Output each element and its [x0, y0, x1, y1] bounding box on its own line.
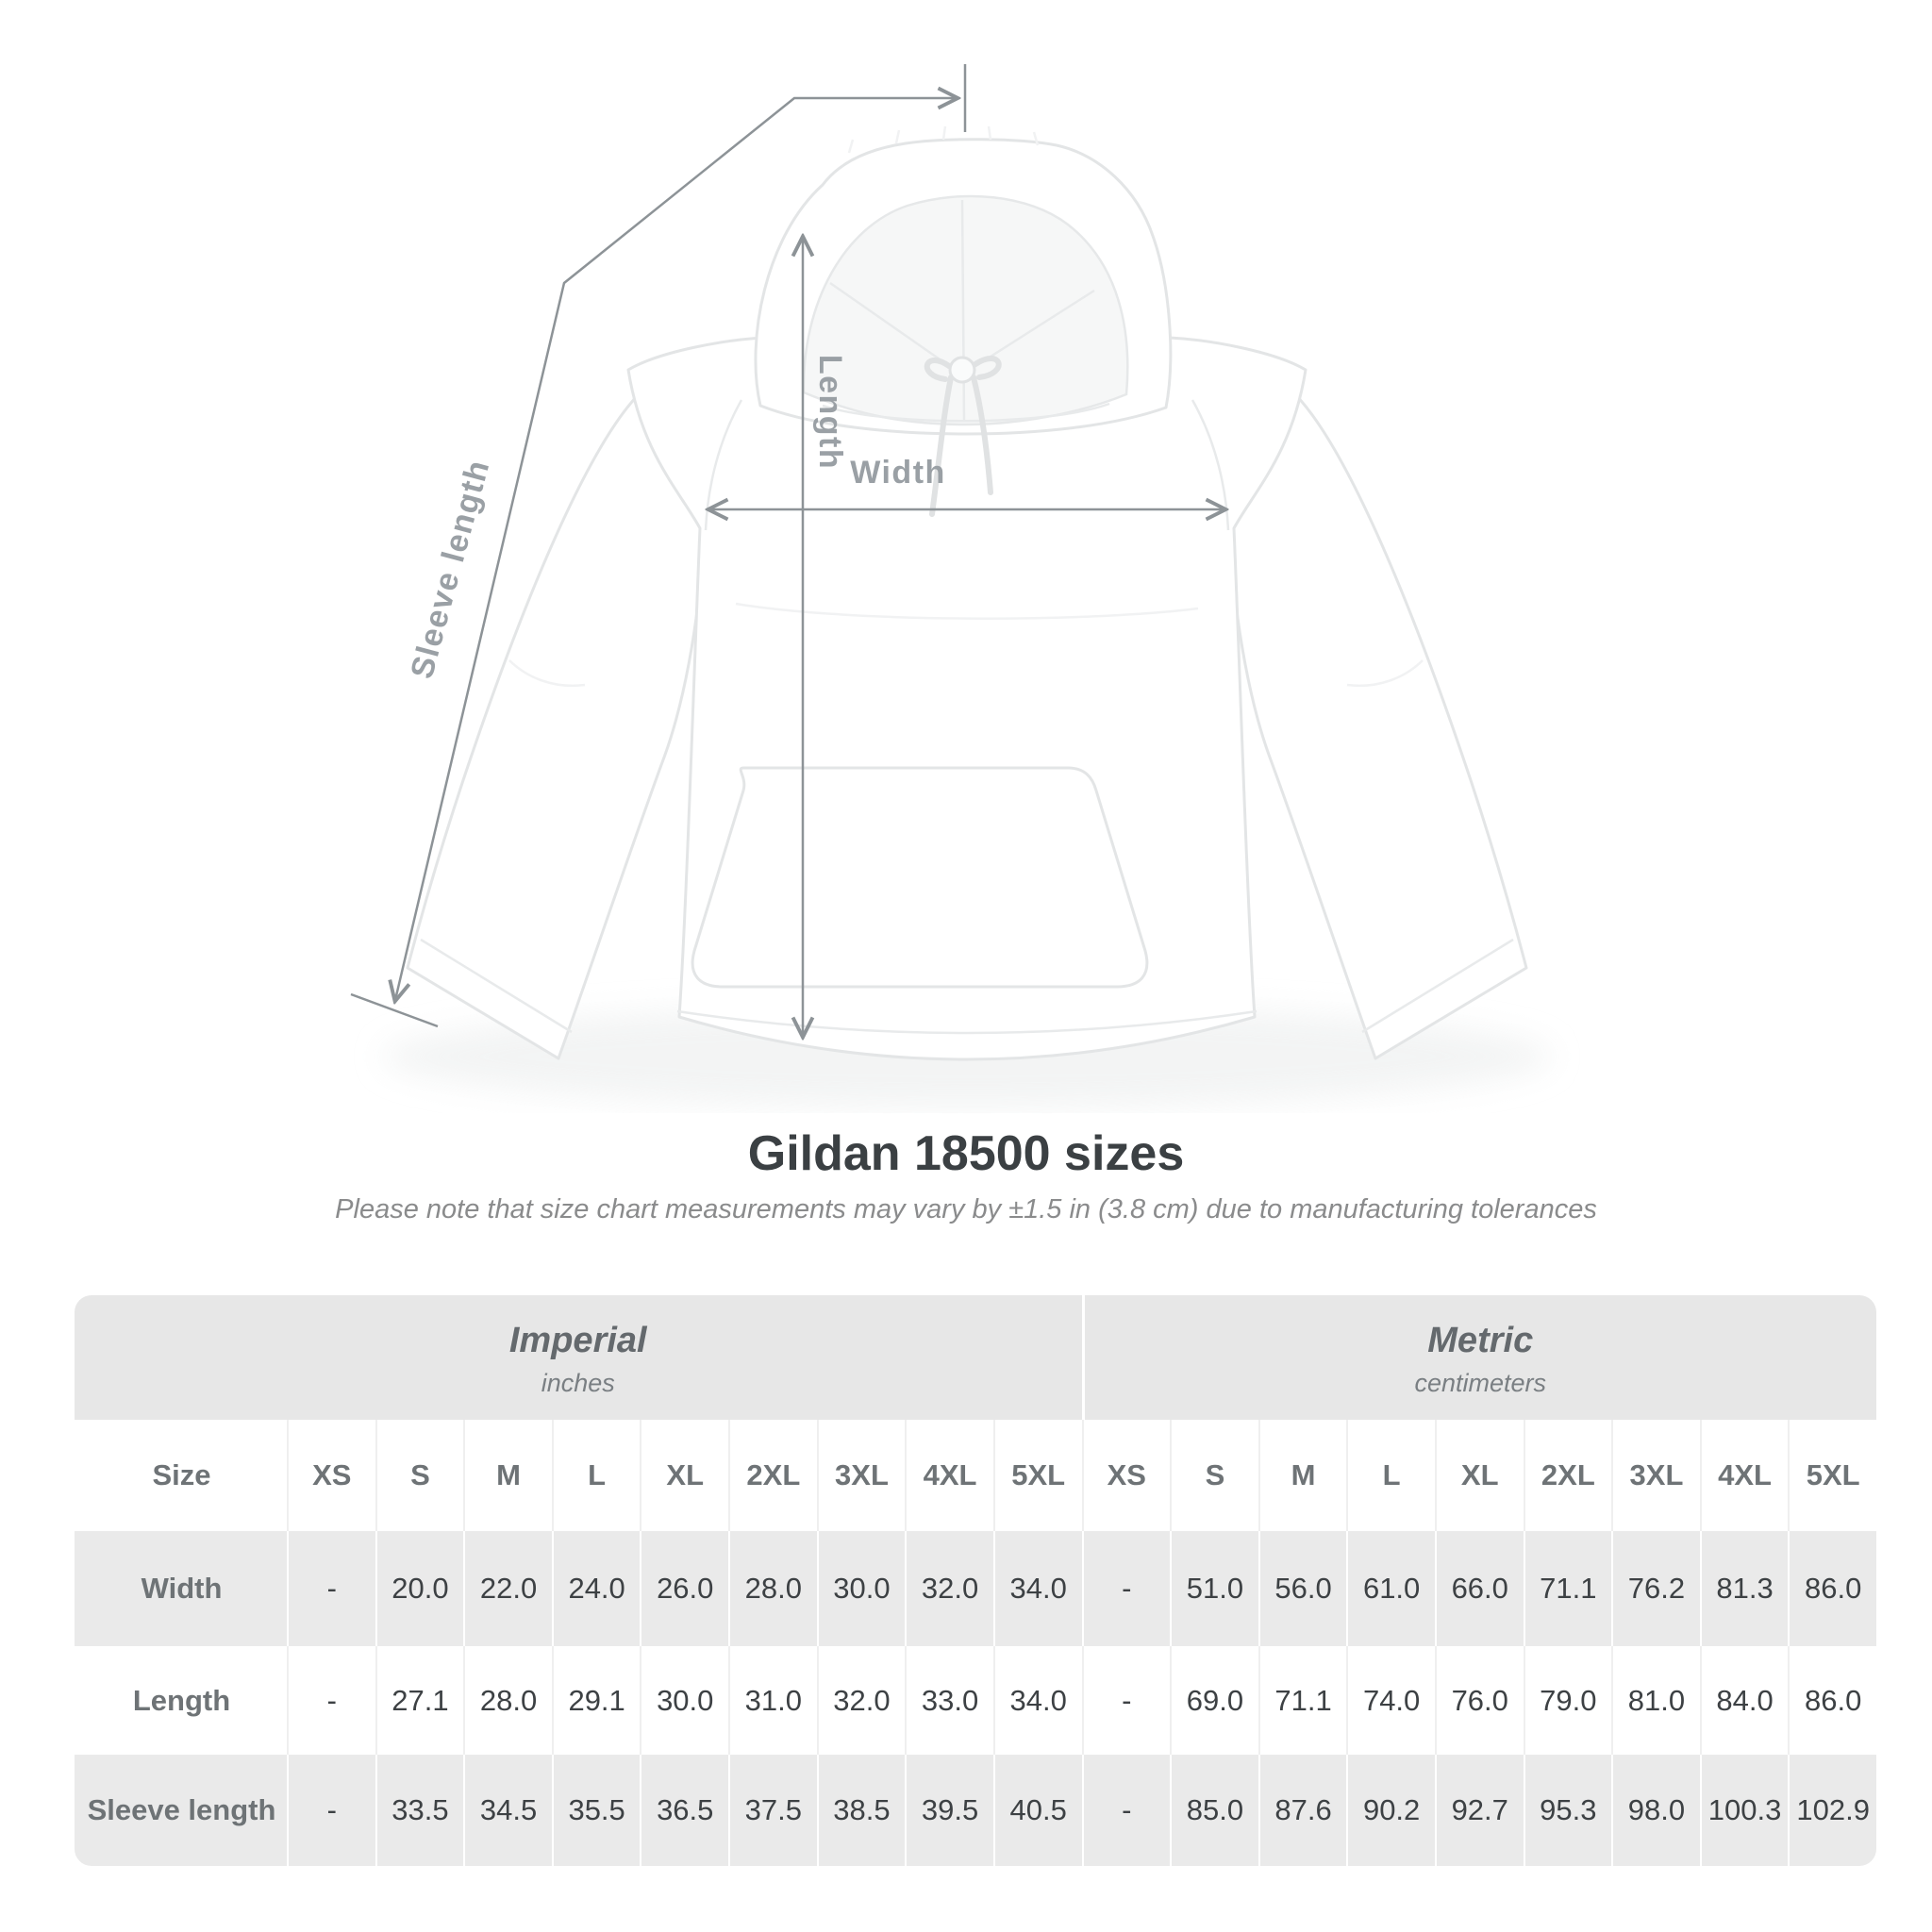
value-cell-imperial-l: 29.1 [551, 1646, 641, 1755]
value-cell-metric-m: 71.1 [1257, 1646, 1347, 1755]
size-header-cell-metric-l: L [1346, 1420, 1435, 1531]
size-header-cell-metric-2xl: 2XL [1523, 1420, 1612, 1531]
value-cell-imperial-5xl: 34.0 [992, 1646, 1082, 1755]
size-header-cell-metric-s: S [1170, 1420, 1258, 1531]
value-cell-metric-xs: - [1081, 1755, 1171, 1866]
value-cell-imperial-xl: 26.0 [640, 1531, 729, 1646]
value-cell-imperial-3xl: 38.5 [816, 1755, 906, 1866]
value-cell-metric-s: 85.0 [1170, 1755, 1258, 1866]
sleeve-length-arrow [395, 98, 957, 1000]
value-cell-metric-2xl: 79.0 [1523, 1646, 1612, 1755]
width-label: Width [850, 455, 946, 491]
value-cell-imperial-xl: 30.0 [640, 1646, 729, 1755]
value-cell-metric-xl: 92.7 [1434, 1755, 1524, 1866]
value-cell-metric-5xl: 86.0 [1788, 1531, 1876, 1646]
value-cell-imperial-s: 20.0 [375, 1531, 464, 1646]
value-cell-imperial-m: 34.5 [463, 1755, 552, 1866]
value-cell-metric-4xl: 81.3 [1699, 1531, 1789, 1646]
value-cell-metric-3xl: 98.0 [1611, 1755, 1700, 1866]
row-label-sleeve-length: Sleeve length [75, 1755, 287, 1866]
size-column-header: Size [75, 1420, 287, 1531]
value-cell-imperial-m: 28.0 [463, 1646, 552, 1755]
value-cell-metric-xs: - [1081, 1531, 1171, 1646]
page-title: Gildan 18500 sizes [747, 1126, 1185, 1181]
value-cell-metric-2xl: 95.3 [1523, 1755, 1612, 1866]
value-cell-imperial-m: 22.0 [463, 1531, 552, 1646]
imperial-unit-label: inches [541, 1369, 615, 1397]
value-cell-imperial-2xl: 31.0 [728, 1646, 817, 1755]
value-cell-metric-xl: 66.0 [1434, 1531, 1524, 1646]
size-header-cell-imperial-xs: XS [287, 1420, 375, 1531]
value-cell-imperial-4xl: 33.0 [905, 1646, 993, 1755]
value-cell-imperial-xl: 36.5 [640, 1755, 729, 1866]
size-header-cell-imperial-xl: XL [640, 1420, 729, 1531]
value-cell-imperial-2xl: 37.5 [728, 1755, 817, 1866]
size-header-cell-metric-3xl: 3XL [1611, 1420, 1700, 1531]
value-cell-metric-5xl: 102.9 [1788, 1755, 1876, 1866]
value-cell-metric-l: 61.0 [1346, 1531, 1435, 1646]
value-cell-metric-m: 87.6 [1257, 1755, 1347, 1866]
value-cell-metric-s: 51.0 [1170, 1531, 1258, 1646]
value-cell-imperial-s: 33.5 [375, 1755, 464, 1866]
group-header-imperial: Imperial inches [75, 1295, 1082, 1420]
metric-label: Metric [1427, 1321, 1534, 1360]
group-header-metric: Metric centimeters [1081, 1295, 1876, 1420]
sleeve-length-label: Sleeve length [404, 456, 496, 682]
value-cell-metric-4xl: 100.3 [1699, 1755, 1789, 1866]
size-header-cell-metric-xl: XL [1434, 1420, 1524, 1531]
page-subtitle: Please note that size chart measurements… [335, 1194, 1597, 1224]
value-cell-imperial-4xl: 39.5 [905, 1755, 993, 1866]
size-header-cell-metric-5xl: 5XL [1788, 1420, 1876, 1531]
value-cell-imperial-3xl: 32.0 [816, 1646, 906, 1755]
size-header-cell-imperial-3xl: 3XL [816, 1420, 906, 1531]
value-cell-imperial-2xl: 28.0 [728, 1531, 817, 1646]
value-cell-imperial-l: 35.5 [551, 1755, 641, 1866]
size-header-cell-metric-4xl: 4XL [1699, 1420, 1789, 1531]
size-header-cell-imperial-m: M [463, 1420, 552, 1531]
value-cell-imperial-5xl: 40.5 [992, 1755, 1082, 1866]
value-cell-metric-m: 56.0 [1257, 1531, 1347, 1646]
value-cell-imperial-xs: - [287, 1531, 375, 1646]
size-header-cell-imperial-4xl: 4XL [905, 1420, 993, 1531]
value-cell-imperial-3xl: 30.0 [816, 1531, 906, 1646]
value-cell-imperial-xs: - [287, 1646, 375, 1755]
size-header-cell-metric-m: M [1257, 1420, 1347, 1531]
kangaroo-pocket [691, 766, 1149, 989]
size-header-cell-imperial-2xl: 2XL [728, 1420, 817, 1531]
value-cell-metric-3xl: 81.0 [1611, 1646, 1700, 1755]
bow-knot [948, 356, 976, 384]
hoodie-illustration: Sleeve length Length Width [350, 64, 1552, 1108]
size-header-cell-metric-xs: XS [1081, 1420, 1171, 1531]
value-cell-metric-xl: 76.0 [1434, 1646, 1524, 1755]
value-cell-imperial-xs: - [287, 1755, 375, 1866]
size-header-cell-imperial-5xl: 5XL [992, 1420, 1082, 1531]
value-cell-imperial-4xl: 32.0 [905, 1531, 993, 1646]
value-cell-metric-5xl: 86.0 [1788, 1646, 1876, 1755]
value-cell-metric-2xl: 71.1 [1523, 1531, 1612, 1646]
value-cell-metric-l: 90.2 [1346, 1755, 1435, 1866]
size-table: Imperial inches Metric centimeters Size X… [75, 1295, 1876, 1866]
value-cell-metric-s: 69.0 [1170, 1646, 1258, 1755]
length-label: Length [812, 355, 848, 470]
value-cell-imperial-s: 27.1 [375, 1646, 464, 1755]
imperial-label: Imperial [508, 1321, 647, 1360]
size-header-cell-imperial-s: S [375, 1420, 464, 1531]
row-label-width: Width [75, 1531, 287, 1646]
value-cell-metric-xs: - [1081, 1646, 1171, 1755]
value-cell-metric-4xl: 84.0 [1699, 1646, 1789, 1755]
value-cell-imperial-l: 24.0 [551, 1531, 641, 1646]
value-cell-metric-l: 74.0 [1346, 1646, 1435, 1755]
row-label-length: Length [75, 1646, 287, 1755]
size-header-cell-imperial-l: L [551, 1420, 641, 1531]
value-cell-imperial-5xl: 34.0 [992, 1531, 1082, 1646]
metric-unit-label: centimeters [1414, 1369, 1547, 1397]
cuff-tick [350, 992, 439, 1028]
value-cell-metric-3xl: 76.2 [1611, 1531, 1700, 1646]
